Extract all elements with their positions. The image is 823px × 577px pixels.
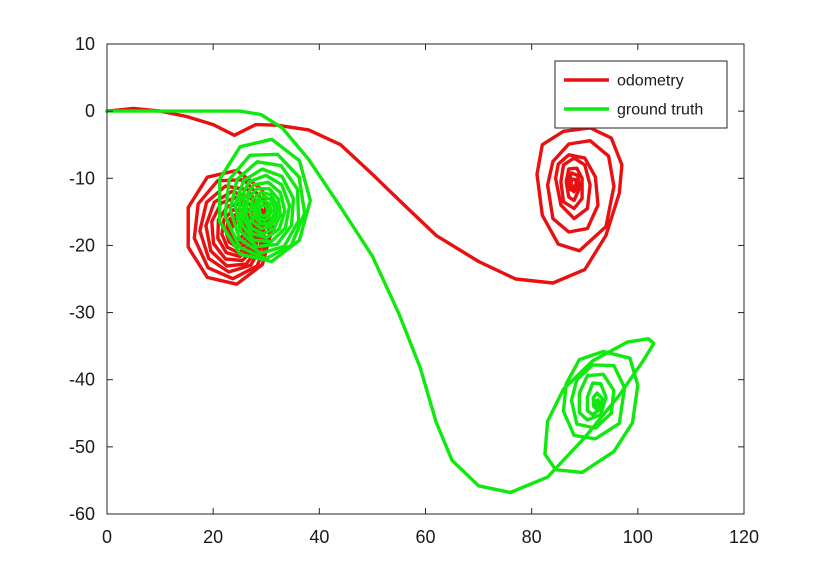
y-tick-label: -30 [69,303,95,323]
y-tick-label: -40 [69,370,95,390]
legend-label: odometry [617,73,684,90]
loop-ring [248,190,279,231]
series-line [105,106,624,285]
loop-ring [241,180,287,240]
y-tick-label: -20 [69,235,95,255]
y-tick-label: 10 [75,34,95,54]
series-line [105,109,656,495]
legend-box [554,60,728,129]
y-tick-label: -60 [69,504,95,524]
y-tick-label: -50 [69,437,95,457]
x-tick-label: 80 [522,527,542,547]
x-tick-label: 60 [415,527,435,547]
loop-ring [244,186,282,236]
x-tick-label: 20 [203,527,223,547]
loop-ring [217,137,312,264]
x-tick-label: 40 [309,527,329,547]
legend-label: ground truth [617,102,703,119]
y-tick-label: 0 [85,101,95,121]
loop-ring [223,152,307,261]
loop-ring [228,160,301,256]
loop-ring [251,194,277,226]
x-tick-label: 0 [102,527,112,547]
x-tick-label: 100 [623,527,653,547]
legend: odometry ground truth [554,60,728,129]
x-tick-label: 120 [729,527,759,547]
y-tick-label: -10 [69,168,95,188]
loop-ring [254,198,273,222]
series-layer [105,106,656,495]
loop-ring [257,203,270,218]
loop-ring [237,173,292,244]
loop-ring [233,167,296,249]
